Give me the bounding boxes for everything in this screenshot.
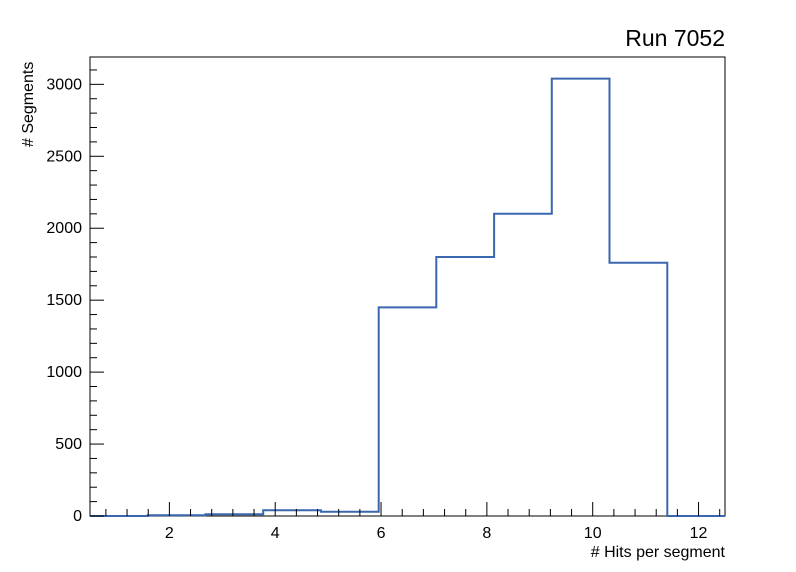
x-tick-label: 8	[482, 525, 491, 542]
y-tick-label: 2500	[46, 148, 82, 165]
y-tick-label: 2000	[46, 220, 82, 237]
histogram-line	[90, 77, 725, 517]
plot-frame	[89, 56, 726, 517]
plot-title: Run 7052	[625, 25, 725, 51]
y-tick-label: 1500	[46, 292, 82, 309]
x-axis-title: # Hits per segment	[591, 544, 726, 561]
x-tick-label: 6	[377, 525, 386, 542]
y-tick-label: 3000	[46, 76, 82, 93]
x-tick-label: 12	[690, 525, 708, 542]
x-tick-label: 10	[584, 525, 602, 542]
y-tick-label: 500	[55, 436, 82, 453]
x-tick-label: 2	[165, 525, 174, 542]
x-tick-label: 4	[271, 525, 280, 542]
y-tick-label: 1000	[46, 364, 82, 381]
y-tick-label: 0	[73, 508, 82, 525]
y-axis-title: # Segments	[20, 62, 37, 147]
